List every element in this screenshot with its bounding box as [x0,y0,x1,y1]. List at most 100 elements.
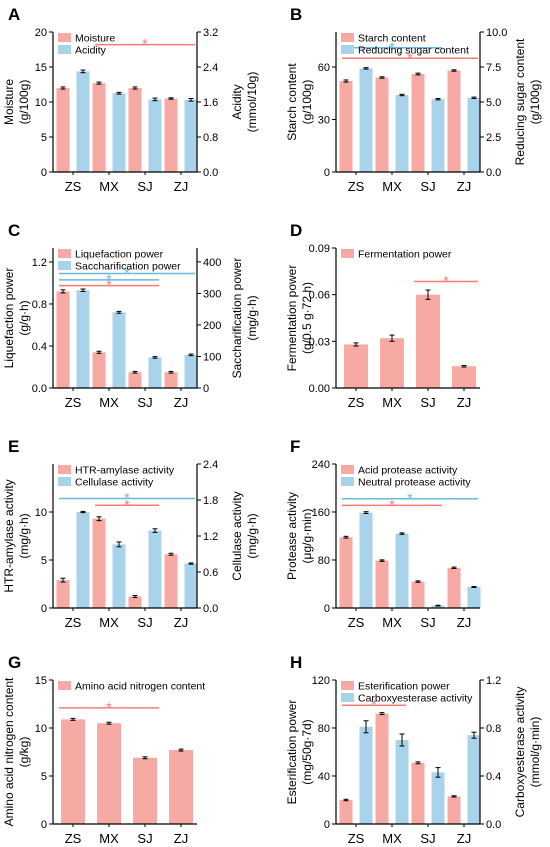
x-tick-label: SJ [137,179,152,194]
y2-tick-label: 0.8 [486,723,501,735]
bar [56,580,70,608]
y-tick-label: 0.06 [309,290,330,302]
bar [169,750,193,824]
bar [76,512,90,608]
bar [375,560,389,608]
panel-d: D * 0.00 0.03 0.06 0.09 ZS MX SJ ZJ Fermentation p… [285,221,480,410]
y-tick-label: 10 [35,723,47,735]
y-tick-label: 0 [324,167,330,179]
legend-swatch [58,45,71,54]
bar [467,587,481,608]
panel-g: G * 0 5 10 15 ZS MX SJ ZJ Amino acid nitrogen cont… [2,653,205,846]
bar [92,352,106,388]
y2-tick-label: 1.2 [486,675,501,687]
significance-star: * [106,271,112,287]
y-tick-label: 0.09 [309,243,330,255]
y2-axis-title: (mg/g·h) [245,513,259,558]
y2-tick-label: 400 [203,257,221,269]
bar [76,290,90,388]
y-axis-title: (mg/50g·7d) [300,719,314,784]
x-tick-label: ZJ [457,831,471,846]
bar [411,762,425,824]
legend-swatch [341,681,354,690]
y2-axis-title: Saccharification power [230,258,244,379]
y2-axis-title: (g/100g) [528,80,542,125]
bar [112,312,126,388]
y-axis-title: (g/g·h) [17,300,31,335]
panel-letter: D [290,221,302,240]
bar [339,537,353,608]
bar [92,518,106,608]
legend-label: Starch content [358,33,426,45]
significance-star: * [106,699,112,715]
significance-star: * [106,277,112,293]
y-tick-label: 0 [324,603,330,615]
panel-f: F * * 0 80 160 240 ZS MX SJ ZJ Protease activity (μg… [285,437,481,630]
x-tick-label: ZJ [457,395,471,410]
bar [339,800,353,824]
legend-swatch [58,477,71,486]
y2-tick-label: 5.0 [486,97,501,109]
y2-tick-label: 300 [203,288,221,300]
panel-letter: A [8,5,20,24]
legend-label: Amino acid nitrogen content [75,681,205,693]
y2-tick-label: 0.4 [486,771,501,783]
significance-star: * [124,496,130,512]
x-tick-label: ZJ [174,615,188,630]
y2-axis-title: Reducing sugar content [513,38,527,165]
bar [164,554,178,608]
bar [56,291,70,388]
x-tick-label: MX [382,615,402,630]
bar [395,740,409,824]
significance-star: * [407,490,413,506]
y-tick-label: 15 [35,62,47,74]
y2-axis-title: (mmol/g·min) [528,717,542,788]
y2-tick-label: 2.4 [203,62,218,74]
x-tick-label: MX [99,395,119,410]
y2-tick-label: 0 [203,383,209,395]
legend-swatch [341,693,354,702]
bar [61,719,85,824]
y-tick-label: 60 [318,62,330,74]
bar [447,70,461,172]
x-tick-label: ZS [348,831,365,846]
legend-swatch [341,33,354,42]
bar [467,97,481,172]
x-tick-label: SJ [137,395,152,410]
legend-swatch [341,477,354,486]
bar [344,344,368,388]
bar [128,88,142,172]
legend-label: Carboxyesterase activity [358,693,473,705]
bar [184,99,198,172]
bar [447,796,461,824]
legend-label: Cellulase activity [75,477,154,489]
bar [128,596,142,608]
panel-a: A * 0 5 10 15 20 0.0 0.8 1.6 2.4 3.2 ZS MX SJ ZJ Moistur… [2,5,259,194]
bar [148,530,162,608]
legend-swatch [341,249,354,258]
bar [416,294,440,388]
x-tick-label: ZS [65,179,82,194]
x-tick-label: SJ [137,831,152,846]
bar [359,68,373,172]
legend-label: Esterification power [358,681,450,693]
bar [148,357,162,388]
significance-star: * [142,36,148,52]
bar [411,581,425,608]
y2-tick-label: 0.6 [203,567,218,579]
y-tick-label: 0.00 [309,383,330,395]
x-tick-label: MX [99,179,119,194]
y2-tick-label: 2.4 [203,459,218,471]
significance-star: * [443,272,449,288]
y-axis-title: Esterification power [285,700,299,805]
bar [164,372,178,388]
y2-tick-label: 0.0 [203,603,218,615]
y-tick-label: 1.2 [32,257,47,269]
bar [431,99,445,172]
x-tick-label: MX [382,395,402,410]
y-axis-title: HTR-amylase activity [2,479,16,592]
x-tick-label: ZJ [174,395,188,410]
y-axis-title: Amino acid nitrogen content [2,677,16,826]
